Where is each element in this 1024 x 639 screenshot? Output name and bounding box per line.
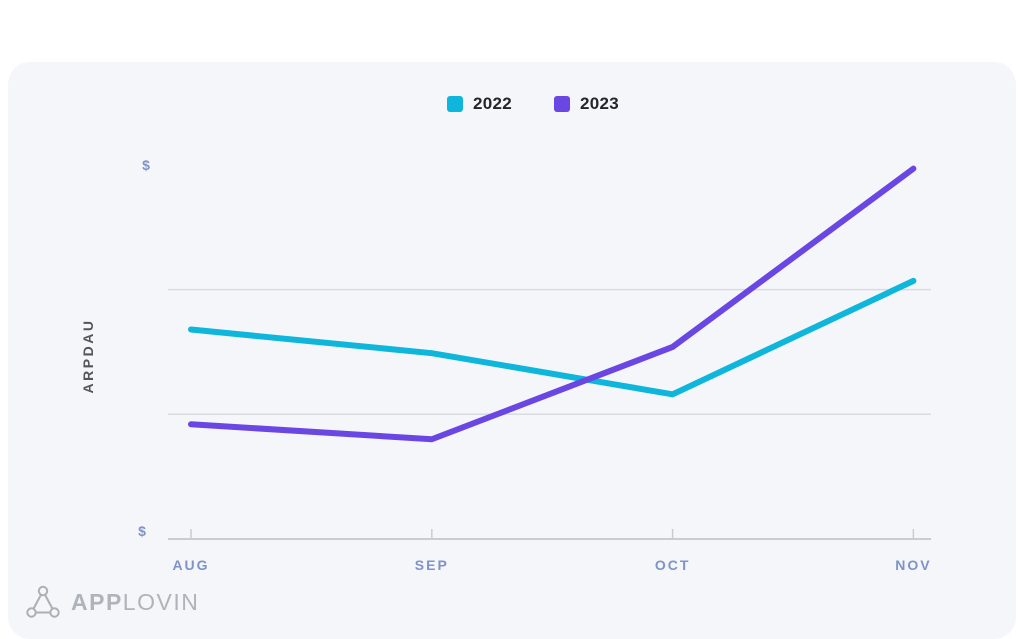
legend-label-2022: 2022 bbox=[473, 94, 513, 113]
y-axis-top-tick-label: $ bbox=[142, 157, 150, 173]
logo-text-lovin: LOVIN bbox=[122, 588, 200, 615]
series-line-2023 bbox=[188, 165, 917, 443]
y-axis-title: ARPDAU bbox=[80, 318, 96, 394]
applovin-wordmark: APPLOVIN bbox=[71, 589, 199, 616]
x-axis-label-aug: AUG bbox=[172, 557, 210, 573]
y-axis-bottom-tick-label: $ bbox=[138, 523, 146, 539]
legend-swatch-2023-icon bbox=[554, 96, 571, 112]
chart-legend: 2022 2023 bbox=[447, 94, 619, 114]
logo-text-app: APP bbox=[71, 588, 123, 615]
x-axis-label-sep: SEP bbox=[414, 557, 449, 573]
legend-label-2023: 2023 bbox=[580, 94, 620, 113]
chart-card bbox=[8, 62, 1016, 639]
x-axis-label-nov: NOV bbox=[895, 557, 932, 573]
applovin-logo: APPLOVIN bbox=[24, 583, 199, 621]
series-line-2022 bbox=[188, 277, 917, 398]
x-axis-label-oct: OCT bbox=[654, 557, 691, 573]
applovin-triangle-icon bbox=[26, 585, 60, 618]
legend-item-2022: 2022 bbox=[447, 94, 512, 114]
legend-item-2023: 2023 bbox=[554, 94, 619, 114]
legend-swatch-2022-icon bbox=[447, 96, 463, 112]
